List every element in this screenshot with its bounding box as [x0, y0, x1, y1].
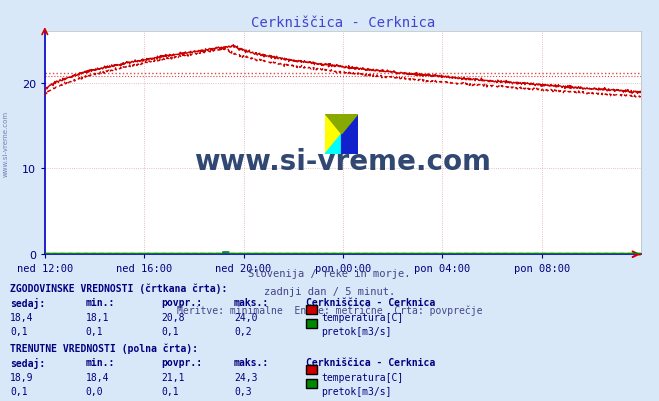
Text: povpr.:: povpr.:: [161, 358, 202, 367]
Text: maks.:: maks.:: [234, 298, 269, 308]
Polygon shape: [325, 134, 341, 154]
Text: www.si-vreme.com: www.si-vreme.com: [194, 147, 492, 175]
Text: 24,0: 24,0: [234, 312, 258, 322]
Title: Cerkniščica - Cerknica: Cerkniščica - Cerknica: [251, 16, 435, 30]
Text: 18,1: 18,1: [86, 312, 109, 322]
Polygon shape: [341, 114, 358, 154]
Text: min.:: min.:: [86, 298, 115, 308]
Text: ZGODOVINSKE VREDNOSTI (črtkana črta):: ZGODOVINSKE VREDNOSTI (črtkana črta):: [10, 283, 227, 293]
Text: zadnji dan / 5 minut.: zadnji dan / 5 minut.: [264, 287, 395, 297]
Text: povpr.:: povpr.:: [161, 298, 202, 308]
Text: 24,3: 24,3: [234, 372, 258, 382]
Text: 0,1: 0,1: [86, 326, 103, 336]
Text: Cerkniščica - Cerknica: Cerkniščica - Cerknica: [306, 298, 436, 308]
Text: TRENUTNE VREDNOSTI (polna črta):: TRENUTNE VREDNOSTI (polna črta):: [10, 343, 198, 353]
Text: 18,4: 18,4: [10, 312, 34, 322]
Text: 0,1: 0,1: [10, 386, 28, 396]
Text: 0,2: 0,2: [234, 326, 252, 336]
Text: www.si-vreme.com: www.si-vreme.com: [3, 110, 9, 176]
Text: Cerkniščica - Cerknica: Cerkniščica - Cerknica: [306, 358, 436, 367]
Text: 21,1: 21,1: [161, 372, 185, 382]
Text: 0,1: 0,1: [161, 386, 179, 396]
Text: 0,0: 0,0: [86, 386, 103, 396]
Text: sedaj:: sedaj:: [10, 358, 45, 369]
Text: pretok[m3/s]: pretok[m3/s]: [321, 386, 391, 396]
Text: temperatura[C]: temperatura[C]: [321, 312, 403, 322]
Text: Meritve: minimalne  Enote: metrične  Črta: povprečje: Meritve: minimalne Enote: metrične Črta:…: [177, 303, 482, 315]
Text: 0,1: 0,1: [10, 326, 28, 336]
Text: 0,3: 0,3: [234, 386, 252, 396]
Polygon shape: [325, 114, 341, 154]
Text: 18,4: 18,4: [86, 372, 109, 382]
Polygon shape: [325, 114, 358, 134]
Text: min.:: min.:: [86, 358, 115, 367]
Text: temperatura[C]: temperatura[C]: [321, 372, 403, 382]
Text: 20,8: 20,8: [161, 312, 185, 322]
Text: sedaj:: sedaj:: [10, 298, 45, 308]
Text: pretok[m3/s]: pretok[m3/s]: [321, 326, 391, 336]
Text: 18,9: 18,9: [10, 372, 34, 382]
Text: 0,1: 0,1: [161, 326, 179, 336]
Text: Slovenija / reke in morje.: Slovenija / reke in morje.: [248, 269, 411, 279]
Text: maks.:: maks.:: [234, 358, 269, 367]
